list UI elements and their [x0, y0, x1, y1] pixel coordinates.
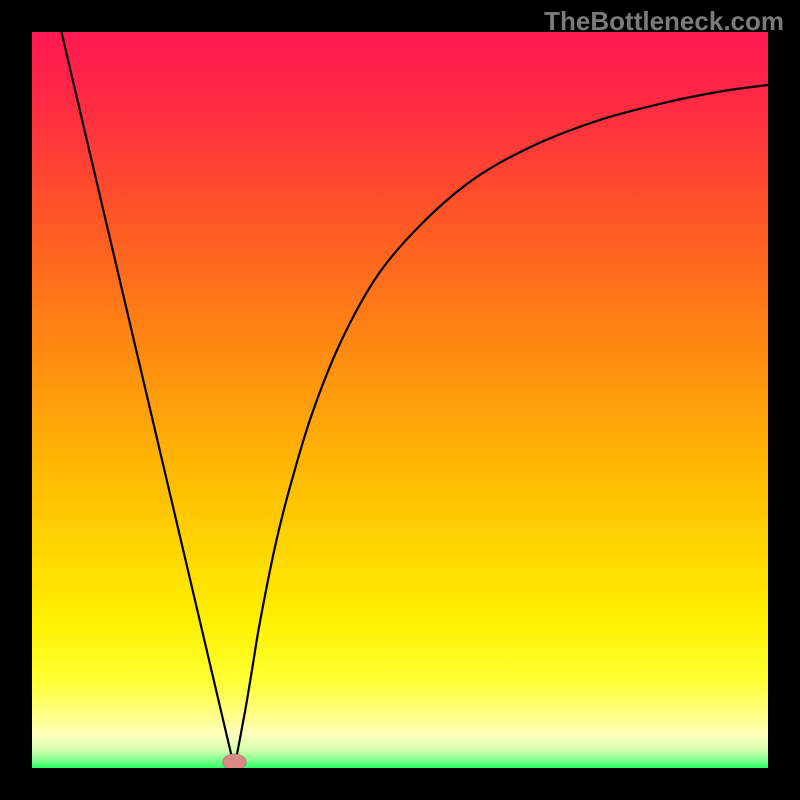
bottleneck-curve: [32, 32, 768, 768]
watermark-text: TheBottleneck.com: [544, 6, 784, 37]
bottleneck-marker: [223, 754, 247, 768]
plot-area: [32, 32, 768, 768]
